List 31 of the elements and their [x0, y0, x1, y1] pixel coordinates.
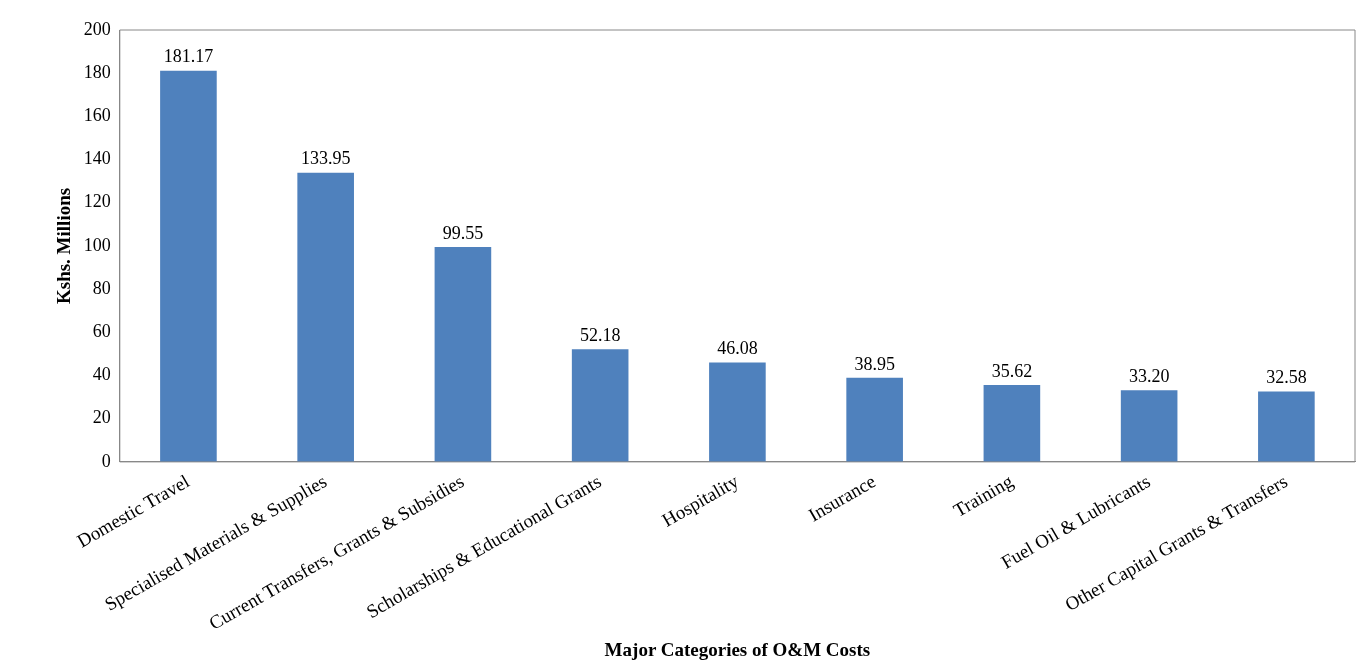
data-label: 181.17	[163, 46, 214, 67]
bar	[1258, 391, 1315, 462]
y-tick-label: 180	[83, 61, 111, 82]
y-tick-label: 60	[92, 321, 111, 342]
y-axis-title: Kshs. Millions	[53, 187, 75, 305]
bar	[160, 70, 217, 462]
y-tick-label: 200	[83, 18, 111, 39]
y-tick-label: 80	[92, 277, 111, 298]
y-tick-label: 140	[83, 148, 111, 169]
data-label: 133.95	[300, 148, 351, 169]
data-label: 46.08	[717, 338, 758, 359]
data-label: 32.58	[1266, 367, 1307, 388]
bar	[983, 384, 1041, 462]
x-axis-title: Major Categories of O&M Costs	[604, 638, 871, 660]
bar	[709, 362, 766, 462]
bar	[434, 246, 492, 462]
y-tick-label: 40	[92, 364, 111, 385]
bar	[1120, 390, 1178, 462]
bar	[297, 172, 354, 462]
data-label: 38.95	[854, 353, 895, 374]
data-label: 52.18	[579, 324, 621, 345]
y-tick-label: 0	[101, 450, 111, 471]
data-label: 33.20	[1128, 365, 1170, 386]
y-tick-label: 120	[83, 191, 111, 212]
data-label: 99.55	[442, 222, 484, 243]
bar	[571, 349, 629, 462]
y-tick-label: 160	[83, 105, 111, 126]
bar	[846, 377, 903, 462]
y-tick-label: 20	[92, 407, 111, 428]
data-label: 35.62	[991, 360, 1033, 381]
y-tick-label: 100	[83, 234, 111, 255]
